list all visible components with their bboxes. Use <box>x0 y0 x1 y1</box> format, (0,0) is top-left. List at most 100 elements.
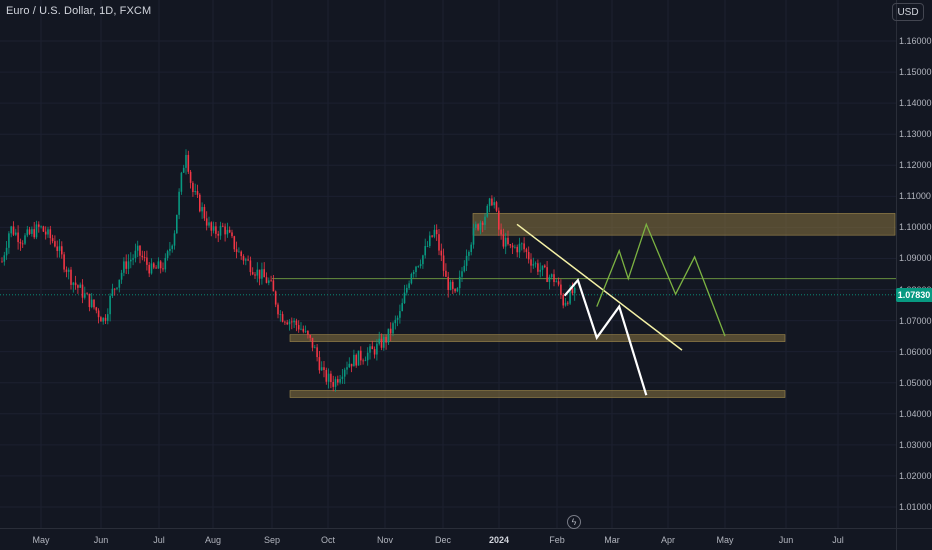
candle-body <box>511 245 514 248</box>
candle-body <box>343 369 346 377</box>
candle-body <box>123 261 125 273</box>
currency-button[interactable]: USD <box>892 3 924 21</box>
candle-body <box>346 367 348 370</box>
candle-body <box>507 237 509 245</box>
candle-body <box>286 322 288 325</box>
candle-body <box>171 245 173 249</box>
candle-body <box>394 319 397 324</box>
candle-body <box>212 226 215 231</box>
candle-body <box>31 229 33 234</box>
candle-body <box>433 229 436 237</box>
candle-body <box>219 225 222 236</box>
candle-body <box>148 264 150 274</box>
candle-body <box>205 218 208 226</box>
time-label: May <box>716 535 734 545</box>
candle-body <box>141 255 144 258</box>
time-label: May <box>32 535 50 545</box>
candle-body <box>51 238 54 242</box>
candle-body <box>65 269 68 272</box>
candle-body <box>493 202 495 206</box>
candle-body <box>525 249 528 252</box>
time-label: Nov <box>376 535 394 545</box>
candle-body <box>424 246 426 256</box>
candle-body <box>569 288 571 304</box>
candle-body <box>24 235 26 244</box>
candle-body <box>196 191 199 195</box>
candle-body <box>86 293 88 295</box>
price-label: 1.10000 <box>899 222 932 233</box>
candle-body <box>571 288 574 294</box>
candle-body <box>318 357 321 371</box>
candle-body <box>304 330 307 332</box>
candle-body <box>164 257 167 270</box>
candle-body <box>61 246 63 255</box>
price-label: 1.11000 <box>899 191 931 202</box>
candle-body <box>270 280 272 282</box>
candle-body <box>251 272 254 275</box>
candle-body <box>373 349 376 355</box>
candle-body <box>541 265 544 270</box>
candle-body <box>369 346 371 353</box>
candle-body <box>132 258 134 260</box>
symbol-title[interactable]: Euro / U.S. Dollar, 1D, FXCM <box>6 5 152 17</box>
candle-body <box>125 261 127 269</box>
candle-body <box>495 202 498 211</box>
candle-body <box>35 224 38 238</box>
candle-body <box>484 216 486 225</box>
candle-body <box>139 245 141 256</box>
candle-body <box>162 268 164 270</box>
candle-body <box>456 288 459 292</box>
candle-body <box>300 328 302 330</box>
candle-body <box>557 281 560 285</box>
candle-body <box>468 251 470 256</box>
candle-body <box>136 245 139 251</box>
candle-body <box>235 249 238 252</box>
candle-body <box>178 191 180 215</box>
candle-body <box>562 294 564 306</box>
candle-body <box>254 274 256 276</box>
candle-body <box>548 276 551 282</box>
lightning-icon[interactable]: ϟ <box>567 515 581 529</box>
candle-body <box>325 370 328 382</box>
candle-body <box>355 354 357 366</box>
candle-body <box>419 264 422 266</box>
candle-body <box>564 302 567 306</box>
price-label: 1.01000 <box>899 502 932 512</box>
candle-body <box>113 288 116 290</box>
candle-body <box>521 243 523 245</box>
candle-body <box>95 307 98 311</box>
candle-body <box>364 360 367 362</box>
candle-body <box>502 234 505 247</box>
candle-body <box>88 293 91 308</box>
candle-body <box>5 247 8 256</box>
candle-body <box>1 261 3 263</box>
candle-body <box>295 320 298 326</box>
candle-body <box>288 321 291 325</box>
time-label: Jun <box>93 535 109 545</box>
candle-body <box>268 280 270 283</box>
candle-body <box>201 206 203 212</box>
candle-body <box>102 317 104 322</box>
price-label: 1.15000 <box>899 67 932 78</box>
candle-body <box>454 288 456 292</box>
candle-body <box>231 232 233 237</box>
candle-body <box>222 225 224 227</box>
candle-body <box>90 299 93 308</box>
candle-body <box>256 269 259 276</box>
candle-body <box>118 279 121 288</box>
candle-body <box>408 283 410 288</box>
candle-body <box>396 317 399 320</box>
candle-body <box>272 280 275 292</box>
zones <box>289 213 896 398</box>
candle-body <box>111 288 114 296</box>
candle-body <box>412 272 415 274</box>
drawings <box>516 222 726 396</box>
candle-body <box>534 263 537 265</box>
candle-body <box>498 210 500 230</box>
candle-body <box>153 263 155 268</box>
candle-body <box>169 248 171 252</box>
candle-body <box>189 171 192 183</box>
candle-body <box>435 229 438 235</box>
